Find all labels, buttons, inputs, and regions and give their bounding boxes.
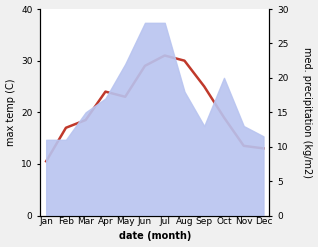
- Y-axis label: med. precipitation (kg/m2): med. precipitation (kg/m2): [302, 47, 313, 178]
- Y-axis label: max temp (C): max temp (C): [5, 79, 16, 146]
- X-axis label: date (month): date (month): [119, 231, 191, 242]
